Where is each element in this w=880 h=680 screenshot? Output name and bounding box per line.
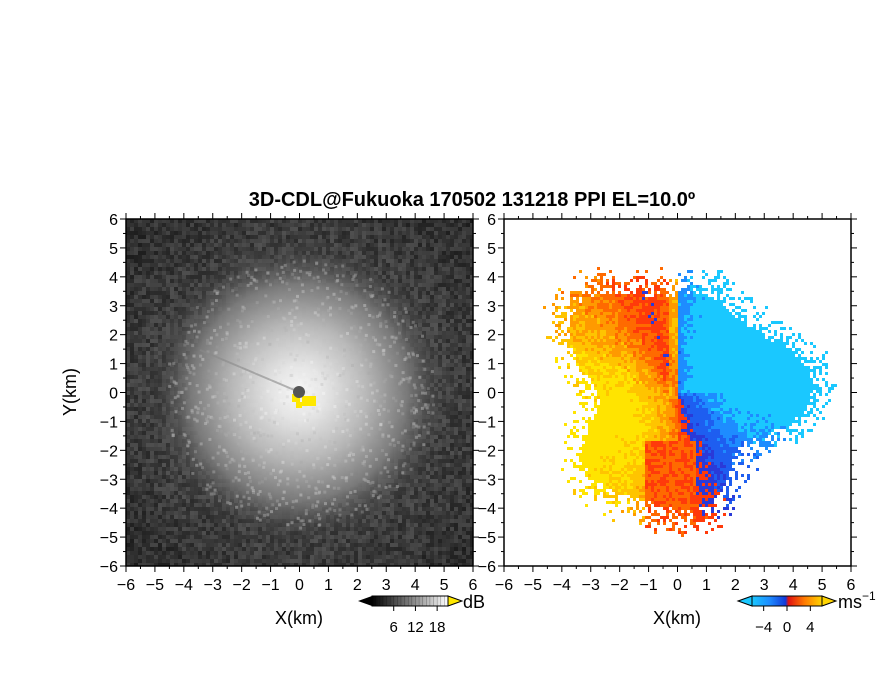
y-tick-label: −6 [100, 559, 118, 576]
y-tick-label: −3 [100, 472, 118, 489]
x-tick-label: −3 [582, 577, 600, 594]
y-tick-label: 0 [487, 386, 496, 403]
colorbar-velocity-tick: 0 [783, 619, 791, 636]
x-tick-label: −2 [611, 577, 629, 594]
chart-title: 3D-CDL@Fukuoka 170502 131218 PPI EL=10.0… [249, 189, 695, 211]
x-tick-label: 0 [673, 577, 682, 594]
y-tick-label: 2 [109, 328, 118, 345]
y-tick-label: −6 [478, 559, 496, 576]
y-tick-label: 4 [109, 270, 118, 287]
x-tick-label: −4 [553, 577, 571, 594]
x-tick-label: −1 [261, 577, 279, 594]
colorbar-db-unit: dB [463, 592, 485, 612]
y-tick-label: −5 [478, 530, 496, 547]
y-tick-label: −3 [478, 472, 496, 489]
x-tick-label: 5 [440, 577, 449, 594]
y-tick-label: −1 [478, 414, 496, 431]
x-tick-label: 4 [789, 577, 798, 594]
colorbar-db-tick: 6 [390, 619, 398, 636]
y-tick-label: 2 [487, 328, 496, 345]
y-tick-label: −5 [100, 530, 118, 547]
x-tick-label: −1 [639, 577, 657, 594]
x-tick-label: 0 [295, 577, 304, 594]
colorbar-velocity-tick: −4 [755, 619, 772, 636]
y-tick-label: 5 [109, 241, 118, 258]
x-tick-label: 3 [382, 577, 391, 594]
center-marker [292, 386, 316, 408]
x-tick-label: 6 [469, 577, 478, 594]
left-ticks: −6 −5 −4 −3 −2 −1 0 1 2 3 4 5 6 6 5 4 3 2 1 0 −1 −2 −3 −4 −5 −6 [100, 212, 479, 594]
x-tick-label: −6 [117, 577, 135, 594]
y-tick-label: 1 [487, 357, 496, 374]
y-tick-label: −2 [100, 443, 118, 460]
y-tick-label: 6 [109, 212, 118, 229]
y-tick-label: −4 [478, 501, 496, 518]
x-tick-label: −5 [524, 577, 542, 594]
left-ylabel: Y(km) [60, 368, 80, 416]
right-ticks: −6 −5 −4 −3 −2 −1 0 1 2 3 4 5 6 6 5 4 3 2 1 0 −1 −2 −3 −4 −5 −6 [478, 212, 857, 594]
colorbar-db-tick: 12 [407, 619, 424, 636]
colorbar-velocity-tick: 4 [806, 619, 814, 636]
left-xlabel: X(km) [275, 608, 323, 628]
y-tick-label: 6 [487, 212, 496, 229]
x-tick-label: 5 [818, 577, 827, 594]
x-tick-label: 1 [702, 577, 711, 594]
right-heatmap [543, 267, 837, 537]
y-tick-label: 0 [109, 386, 118, 403]
right-panel: −6 −5 −4 −3 −2 −1 0 1 2 3 4 5 6 6 5 4 3 2 1 0 −1 −2 −3 −4 −5 −6 X… [478, 212, 857, 628]
x-tick-label: −4 [175, 577, 193, 594]
x-tick-label: −5 [146, 577, 164, 594]
x-tick-label: −3 [204, 577, 222, 594]
y-tick-label: −4 [100, 501, 118, 518]
right-xlabel: X(km) [653, 608, 701, 628]
x-tick-label: 6 [847, 577, 856, 594]
x-tick-label: −2 [233, 577, 251, 594]
y-tick-label: 4 [487, 270, 496, 287]
left-heatmap [126, 219, 473, 566]
x-tick-label: 2 [353, 577, 362, 594]
x-tick-label: 1 [324, 577, 333, 594]
colorbar-db: 6 12 18 dB [358, 592, 485, 636]
y-tick-label: 3 [487, 299, 496, 316]
x-tick-label: 4 [411, 577, 420, 594]
y-tick-label: 5 [487, 241, 496, 258]
y-tick-label: 3 [109, 299, 118, 316]
colorbar-db-tick: 18 [429, 619, 446, 636]
x-tick-label: −6 [495, 577, 513, 594]
x-tick-label: 3 [760, 577, 769, 594]
y-tick-label: 1 [109, 357, 118, 374]
colorbar-velocity: −4 0 4 ms−1 [736, 589, 876, 636]
colorbar-velocity-unit: ms−1 [838, 589, 876, 612]
y-tick-label: −1 [100, 414, 118, 431]
x-tick-label: 2 [731, 577, 740, 594]
left-panel: −6 −5 −4 −3 −2 −1 0 1 2 3 4 5 6 6 5 4 3 2 1 0 −1 −2 −3 −4 −5 −6 X… [60, 212, 479, 628]
y-tick-label: −2 [478, 443, 496, 460]
